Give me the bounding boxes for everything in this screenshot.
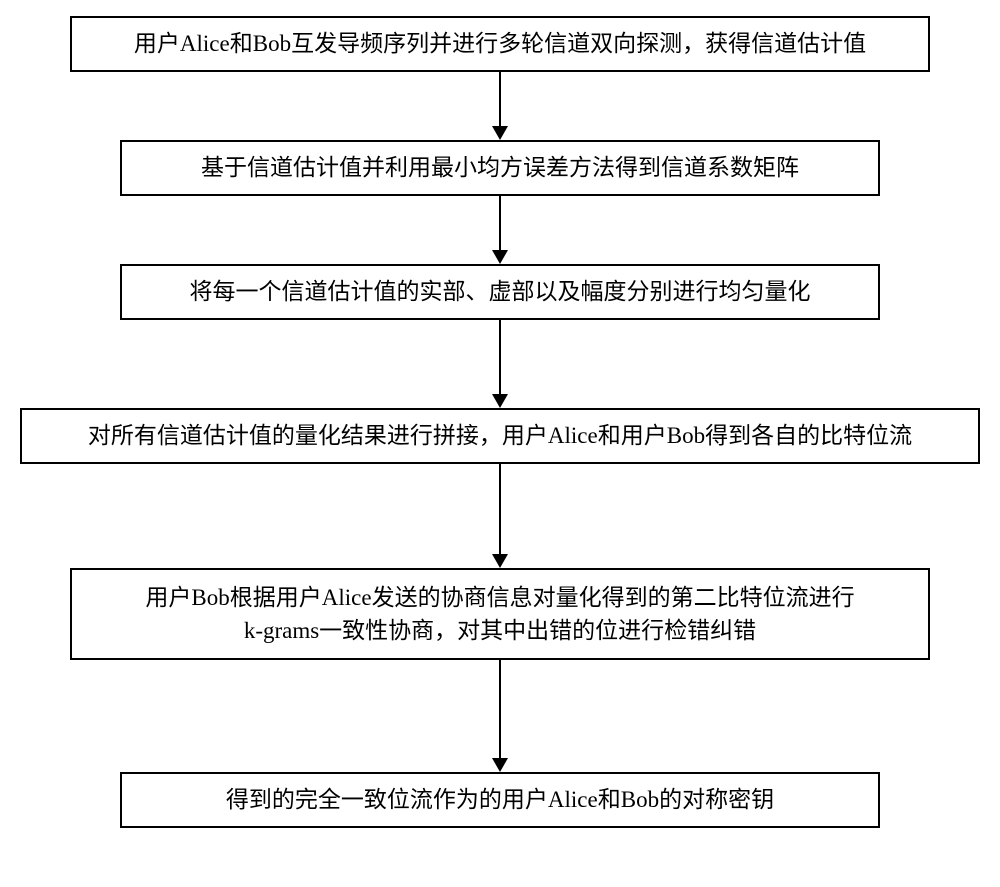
flowchart-edge-n5-n6 (499, 660, 501, 758)
flowchart-arrowhead-n1-n2 (492, 126, 508, 140)
flowchart-canvas: 用户Alice和Bob互发导频序列并进行多轮信道双向探测，获得信道估计值基于信道… (0, 0, 1000, 887)
flowchart-arrowhead-n2-n3 (492, 250, 508, 264)
flowchart-node-n2: 基于信道估计值并利用最小均方误差方法得到信道系数矩阵 (120, 140, 880, 196)
flowchart-edge-n3-n4 (499, 320, 501, 394)
flowchart-arrowhead-n3-n4 (492, 394, 508, 408)
flowchart-edge-n4-n5 (499, 464, 501, 554)
flowchart-node-n1: 用户Alice和Bob互发导频序列并进行多轮信道双向探测，获得信道估计值 (70, 16, 930, 72)
flowchart-node-n4: 对所有信道估计值的量化结果进行拼接，用户Alice和用户Bob得到各自的比特位流 (20, 408, 980, 464)
flowchart-node-n6: 得到的完全一致位流作为的用户Alice和Bob的对称密钥 (120, 772, 880, 828)
flowchart-node-n3: 将每一个信道估计值的实部、虚部以及幅度分别进行均匀量化 (120, 264, 880, 320)
flowchart-node-n5: 用户Bob根据用户Alice发送的协商信息对量化得到的第二比特位流进行k-gra… (70, 568, 930, 660)
flowchart-edge-n1-n2 (499, 72, 501, 126)
flowchart-arrowhead-n5-n6 (492, 758, 508, 772)
flowchart-edge-n2-n3 (499, 196, 501, 250)
flowchart-arrowhead-n4-n5 (492, 554, 508, 568)
